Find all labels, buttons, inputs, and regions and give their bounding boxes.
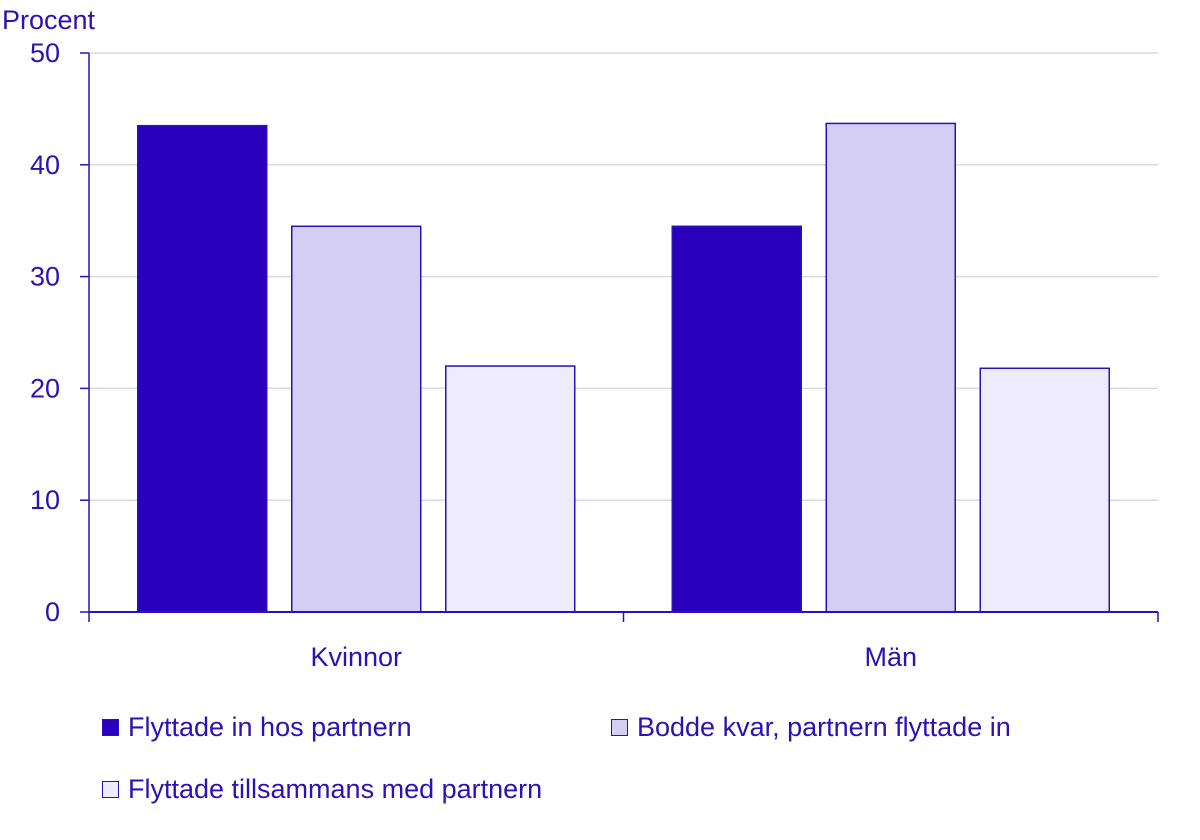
y-tick-label: 30 bbox=[30, 262, 60, 292]
axes bbox=[88, 53, 1159, 622]
legend-swatch bbox=[102, 719, 119, 736]
bar bbox=[291, 225, 422, 613]
x-category-label: Män bbox=[864, 642, 917, 672]
bar bbox=[671, 225, 802, 613]
y-tick-label: 40 bbox=[30, 150, 60, 180]
y-tick-label: 10 bbox=[30, 485, 60, 515]
bar bbox=[979, 367, 1110, 613]
y-axis-title: Procent bbox=[2, 5, 96, 35]
legend-label: Flyttade in hos partnern bbox=[128, 712, 412, 742]
legend-swatch bbox=[102, 781, 119, 798]
bar bbox=[445, 365, 576, 613]
y-tick-label: 0 bbox=[45, 597, 60, 627]
bars bbox=[137, 122, 1110, 613]
legend-swatch bbox=[611, 719, 628, 736]
legend-label: Flyttade tillsammans med partnern bbox=[128, 774, 543, 804]
bar bbox=[137, 124, 268, 613]
bar bbox=[825, 122, 956, 613]
y-tick-label: 50 bbox=[30, 38, 60, 68]
y-tick-label: 20 bbox=[30, 373, 60, 403]
x-axis-labels: Kvinnor Män bbox=[310, 642, 917, 672]
bar-chart: Procent 0 10 20 30 40 50 Kvinnor Män bbox=[2, 5, 1159, 672]
legend-item-flyttade-in: Flyttade in hos partnern bbox=[102, 712, 412, 743]
x-category-label: Kvinnor bbox=[310, 642, 402, 672]
legend-item-flyttade-tillsammans: Flyttade tillsammans med partnern bbox=[102, 774, 542, 805]
legend-label: Bodde kvar, partnern flyttade in bbox=[637, 712, 1011, 742]
y-axis-ticks: 0 10 20 30 40 50 bbox=[30, 38, 89, 627]
legend-item-bodde-kvar: Bodde kvar, partnern flyttade in bbox=[611, 712, 1011, 743]
